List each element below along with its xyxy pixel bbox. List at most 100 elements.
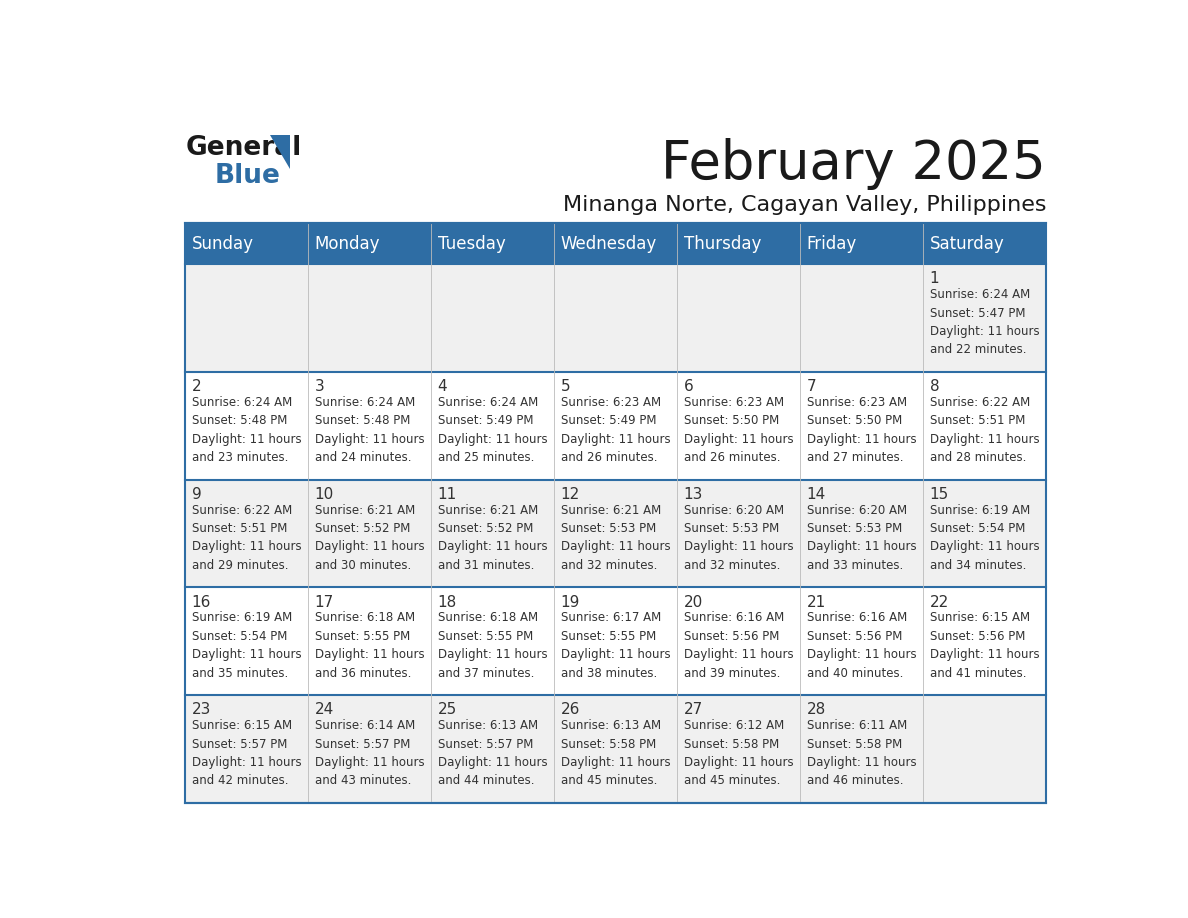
Text: Daylight: 11 hours: Daylight: 11 hours [191,541,302,554]
Text: and 37 minutes.: and 37 minutes. [437,666,535,679]
Text: and 46 minutes.: and 46 minutes. [807,774,903,788]
Text: Sunrise: 6:13 AM: Sunrise: 6:13 AM [437,719,538,733]
Text: and 36 minutes.: and 36 minutes. [315,666,411,679]
Text: Sunrise: 6:21 AM: Sunrise: 6:21 AM [561,504,661,517]
Text: Daylight: 11 hours: Daylight: 11 hours [683,432,794,446]
Text: Sunset: 5:55 PM: Sunset: 5:55 PM [437,630,533,643]
Text: 6: 6 [683,379,694,394]
Text: Sunrise: 6:16 AM: Sunrise: 6:16 AM [683,611,784,624]
Text: and 32 minutes.: and 32 minutes. [561,559,657,572]
Bar [185,264,1047,372]
Text: Sunrise: 6:21 AM: Sunrise: 6:21 AM [437,504,538,517]
Text: and 24 minutes.: and 24 minutes. [315,451,411,465]
Text: and 31 minutes.: and 31 minutes. [437,559,535,572]
Text: Daylight: 11 hours: Daylight: 11 hours [807,648,916,661]
Text: Sunrise: 6:24 AM: Sunrise: 6:24 AM [315,396,415,409]
Text: Sunrise: 6:20 AM: Sunrise: 6:20 AM [807,504,906,517]
Text: and 28 minutes.: and 28 minutes. [930,451,1026,465]
Text: Daylight: 11 hours: Daylight: 11 hours [561,756,670,769]
Text: 28: 28 [807,702,826,717]
Text: 21: 21 [807,595,826,610]
Bar [185,588,1047,695]
Bar [185,223,1047,803]
Text: Daylight: 11 hours: Daylight: 11 hours [930,325,1040,338]
Text: 27: 27 [683,702,703,717]
Text: Sunrise: 6:23 AM: Sunrise: 6:23 AM [561,396,661,409]
Text: Thursday: Thursday [683,235,762,252]
Text: and 26 minutes.: and 26 minutes. [683,451,781,465]
Text: 8: 8 [930,379,940,394]
Text: 25: 25 [437,702,457,717]
Text: Sunset: 5:51 PM: Sunset: 5:51 PM [191,522,287,535]
Text: 26: 26 [561,702,580,717]
Text: and 41 minutes.: and 41 minutes. [930,666,1026,679]
Text: Sunset: 5:54 PM: Sunset: 5:54 PM [930,522,1025,535]
Bar [185,695,1047,803]
Text: Sunrise: 6:15 AM: Sunrise: 6:15 AM [930,611,1030,624]
Text: 1: 1 [930,272,940,286]
Text: 12: 12 [561,487,580,502]
Text: 2: 2 [191,379,202,394]
Text: and 27 minutes.: and 27 minutes. [807,451,903,465]
Text: Sunset: 5:54 PM: Sunset: 5:54 PM [191,630,287,643]
Text: Sunrise: 6:12 AM: Sunrise: 6:12 AM [683,719,784,733]
Text: Daylight: 11 hours: Daylight: 11 hours [807,432,916,446]
Text: Sunrise: 6:21 AM: Sunrise: 6:21 AM [315,504,415,517]
Text: 18: 18 [437,595,457,610]
Text: Sunset: 5:56 PM: Sunset: 5:56 PM [683,630,779,643]
Text: Sunrise: 6:23 AM: Sunrise: 6:23 AM [683,396,784,409]
Text: Friday: Friday [807,235,857,252]
Text: Daylight: 11 hours: Daylight: 11 hours [930,648,1040,661]
Text: Daylight: 11 hours: Daylight: 11 hours [191,648,302,661]
Text: Sunrise: 6:18 AM: Sunrise: 6:18 AM [437,611,538,624]
Text: Sunrise: 6:17 AM: Sunrise: 6:17 AM [561,611,661,624]
Text: 23: 23 [191,702,211,717]
Text: and 23 minutes.: and 23 minutes. [191,451,289,465]
Text: 4: 4 [437,379,448,394]
Bar [185,223,1047,264]
Text: 10: 10 [315,487,334,502]
Text: 3: 3 [315,379,324,394]
Text: Sunset: 5:58 PM: Sunset: 5:58 PM [683,737,779,751]
Text: Sunset: 5:57 PM: Sunset: 5:57 PM [437,737,533,751]
Text: 19: 19 [561,595,580,610]
Text: Tuesday: Tuesday [437,235,505,252]
Text: Saturday: Saturday [930,235,1004,252]
Text: Sunset: 5:52 PM: Sunset: 5:52 PM [437,522,533,535]
Text: Daylight: 11 hours: Daylight: 11 hours [807,756,916,769]
Text: Daylight: 11 hours: Daylight: 11 hours [561,541,670,554]
Text: Sunset: 5:53 PM: Sunset: 5:53 PM [683,522,779,535]
Text: Sunset: 5:56 PM: Sunset: 5:56 PM [930,630,1025,643]
Text: Sunrise: 6:11 AM: Sunrise: 6:11 AM [807,719,906,733]
Text: Sunset: 5:58 PM: Sunset: 5:58 PM [561,737,656,751]
Text: 15: 15 [930,487,949,502]
Text: and 26 minutes.: and 26 minutes. [561,451,657,465]
Text: Sunrise: 6:20 AM: Sunrise: 6:20 AM [683,504,784,517]
Text: Sunset: 5:58 PM: Sunset: 5:58 PM [807,737,902,751]
Text: Daylight: 11 hours: Daylight: 11 hours [561,648,670,661]
Text: Daylight: 11 hours: Daylight: 11 hours [683,541,794,554]
Text: and 34 minutes.: and 34 minutes. [930,559,1026,572]
Text: and 40 minutes.: and 40 minutes. [807,666,903,679]
Text: and 45 minutes.: and 45 minutes. [683,774,781,788]
Text: Daylight: 11 hours: Daylight: 11 hours [437,541,548,554]
Text: Daylight: 11 hours: Daylight: 11 hours [561,432,670,446]
Text: Sunrise: 6:15 AM: Sunrise: 6:15 AM [191,719,292,733]
Text: Sunset: 5:50 PM: Sunset: 5:50 PM [807,414,902,428]
Text: Daylight: 11 hours: Daylight: 11 hours [930,432,1040,446]
Text: Sunrise: 6:13 AM: Sunrise: 6:13 AM [561,719,661,733]
Text: Sunset: 5:52 PM: Sunset: 5:52 PM [315,522,410,535]
Text: Sunrise: 6:24 AM: Sunrise: 6:24 AM [191,396,292,409]
Text: and 44 minutes.: and 44 minutes. [437,774,535,788]
Text: Daylight: 11 hours: Daylight: 11 hours [315,432,424,446]
Text: Sunset: 5:56 PM: Sunset: 5:56 PM [807,630,902,643]
Text: Sunrise: 6:19 AM: Sunrise: 6:19 AM [930,504,1030,517]
Text: and 22 minutes.: and 22 minutes. [930,343,1026,356]
Text: and 38 minutes.: and 38 minutes. [561,666,657,679]
Text: 16: 16 [191,595,211,610]
Text: Daylight: 11 hours: Daylight: 11 hours [191,756,302,769]
Polygon shape [270,135,290,169]
Text: 22: 22 [930,595,949,610]
Text: 20: 20 [683,595,703,610]
Text: Daylight: 11 hours: Daylight: 11 hours [930,541,1040,554]
